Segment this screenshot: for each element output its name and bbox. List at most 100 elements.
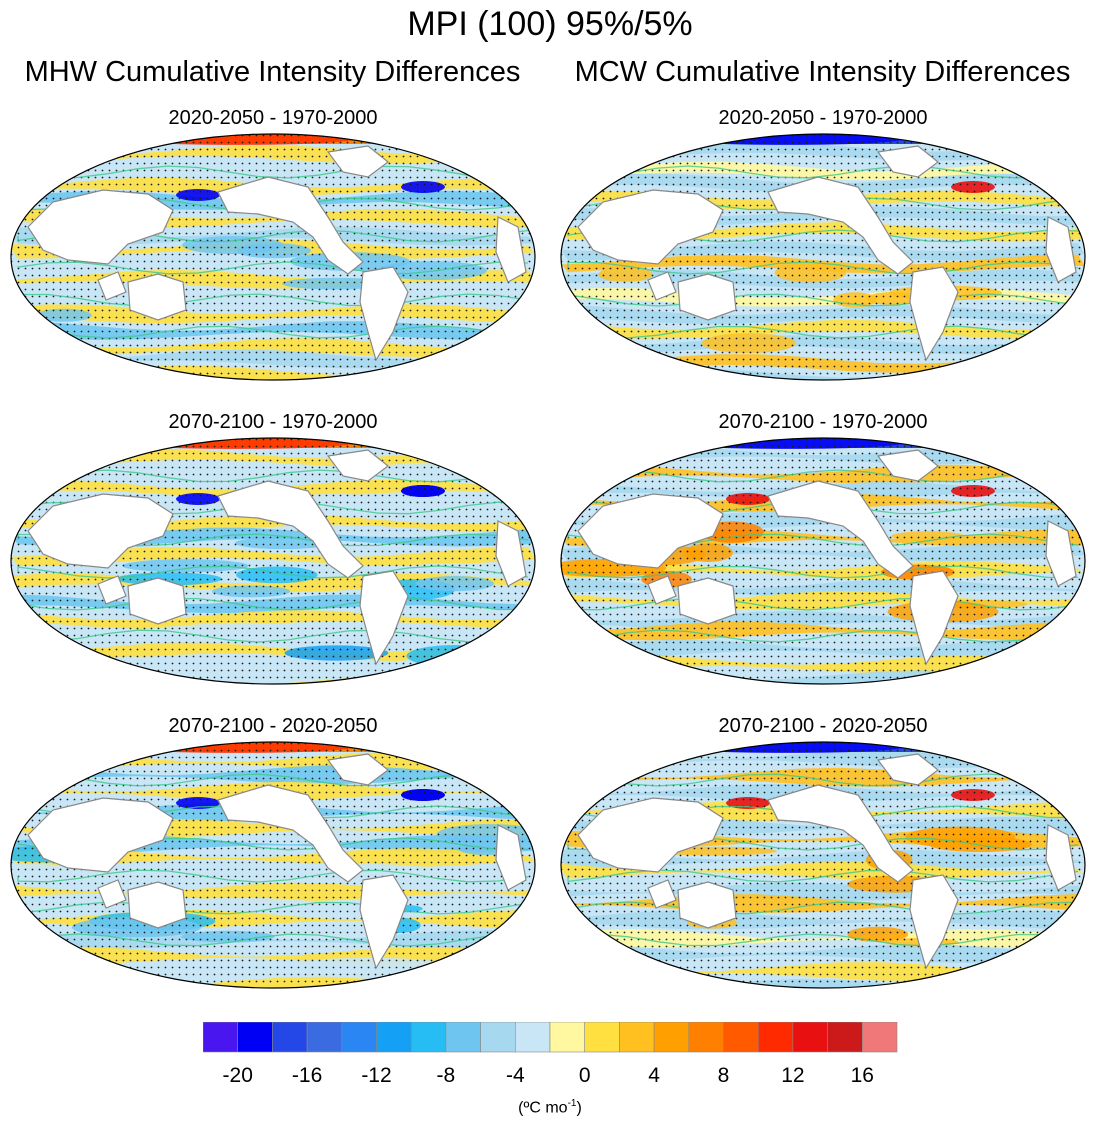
colorbar-swatch (792, 1022, 828, 1053)
robinson-map (560, 437, 1086, 685)
land-mass (27, 189, 174, 265)
colorbar-swatch (827, 1022, 863, 1053)
colorbar-swatch (653, 1022, 690, 1053)
colorbar-swatch (410, 1022, 447, 1053)
colorbar-swatch (203, 1022, 239, 1053)
land-mass (495, 824, 527, 891)
land-mass (326, 145, 389, 178)
map-panel-mhw-2070-2100: 2070-2100 - 1970-2000 (8, 410, 538, 685)
land-mass (97, 879, 127, 909)
land-mass (909, 874, 959, 970)
map-field (11, 742, 535, 988)
land-mass (767, 176, 914, 275)
colorbar-swatch (514, 1022, 551, 1053)
colorbar-swatch (306, 1022, 343, 1053)
land-mass (495, 520, 527, 587)
robinson-map (560, 741, 1086, 989)
land-mass (577, 797, 724, 873)
land-mass (767, 784, 914, 883)
colorbar-swatch (619, 1022, 655, 1053)
robinson-map (560, 133, 1086, 381)
panel-title: 2020-2050 - 1970-2000 (168, 107, 378, 129)
land-mass (876, 753, 939, 786)
land-mass (326, 449, 389, 482)
colorbar-tick-label: 4 (648, 1064, 660, 1087)
land-mass (909, 570, 959, 666)
map-field (561, 134, 1085, 380)
panel-title: 2020-2050 - 1970-2000 (718, 107, 928, 129)
colorbar-tick-label: -12 (361, 1064, 391, 1087)
land-mass (97, 575, 127, 605)
robinson-map (10, 437, 536, 685)
colorbar-swatch (480, 1022, 516, 1053)
colorbar-tick-label: 0 (579, 1064, 591, 1087)
colorbar-tick-label: -8 (437, 1064, 456, 1087)
colorbar-swatch (688, 1022, 724, 1053)
colorbar-swatch (723, 1022, 759, 1053)
land-mass (127, 273, 187, 321)
colorbar-tick-label: -4 (506, 1064, 525, 1087)
land-mass (647, 575, 677, 605)
land-mass (647, 879, 677, 909)
land-mass (677, 577, 737, 625)
colorbar-units: (ºC mo-1) (518, 1098, 582, 1117)
land-mass (326, 753, 389, 786)
land-mass (1045, 216, 1077, 283)
land-mass (876, 449, 939, 482)
colorbar-tick-label: 8 (718, 1064, 730, 1087)
land-mass (909, 266, 959, 362)
map-panel-mhw-2020-2050: 2020-2050 - 1970-2000 (8, 106, 538, 381)
land-mass (359, 874, 409, 970)
land-mass (27, 493, 174, 569)
map-border (10, 437, 536, 685)
map-field (561, 742, 1085, 988)
panel-title: 2070-2100 - 2020-2050 (718, 715, 928, 737)
land-mass (217, 176, 364, 275)
robinson-map (10, 741, 536, 989)
colorbar-swatch (376, 1022, 412, 1053)
figure-title: MPI (100) 95%/5% (407, 5, 693, 43)
colorbar-swatch (861, 1022, 898, 1053)
map-panel-mcw-2070-2100: 2070-2100 - 1970-2000 (558, 410, 1088, 685)
land-mass (577, 189, 724, 265)
land-mass (876, 145, 939, 178)
mhw-column-title: MHW Cumulative Intensity Differences (24, 56, 521, 88)
map-border (10, 741, 536, 989)
land-mass (97, 271, 127, 301)
map-border (560, 133, 1086, 381)
land-mass (27, 797, 174, 873)
land-mass (647, 271, 677, 301)
land-mass (767, 480, 914, 579)
colorbar-tick-label: -16 (292, 1064, 322, 1087)
robinson-map (10, 133, 536, 381)
land-mass (359, 570, 409, 666)
map-field (11, 134, 535, 380)
map-border (560, 741, 1086, 989)
land-mass (495, 216, 527, 283)
map-panel-mcw-2020-2050: 2020-2050 - 1970-2000 (558, 106, 1088, 381)
colorbar-tick-label: 16 (851, 1064, 874, 1087)
map-border (560, 437, 1086, 685)
land-mass (677, 273, 737, 321)
panel-title: 2070-2100 - 1970-2000 (168, 411, 378, 433)
colorbar-swatch (549, 1022, 586, 1053)
colorbar-tick-label: 12 (781, 1064, 804, 1087)
map-panel-mcw-late-vs-mid: 2070-2100 - 2020-2050 (558, 714, 1088, 989)
land-mass (1045, 520, 1077, 587)
panel-title: 2070-2100 - 1970-2000 (718, 411, 928, 433)
panel-title: 2070-2100 - 2020-2050 (168, 715, 378, 737)
land-mass (359, 266, 409, 362)
land-mass (577, 493, 724, 569)
colorbar: -20-16-12-8-4048121620 (203, 1022, 898, 1087)
land-mass (217, 480, 364, 579)
colorbar-swatch (272, 1022, 308, 1053)
colorbar-swatch (341, 1022, 377, 1053)
land-mass (1045, 824, 1077, 891)
land-mass (127, 577, 187, 625)
land-mass (217, 784, 364, 883)
colorbar-swatch (445, 1022, 481, 1053)
colorbar-swatch (757, 1022, 794, 1053)
land-mass (677, 881, 737, 929)
map-border (10, 133, 536, 381)
mcw-column-title: MCW Cumulative Intensity Differences (574, 56, 1071, 88)
